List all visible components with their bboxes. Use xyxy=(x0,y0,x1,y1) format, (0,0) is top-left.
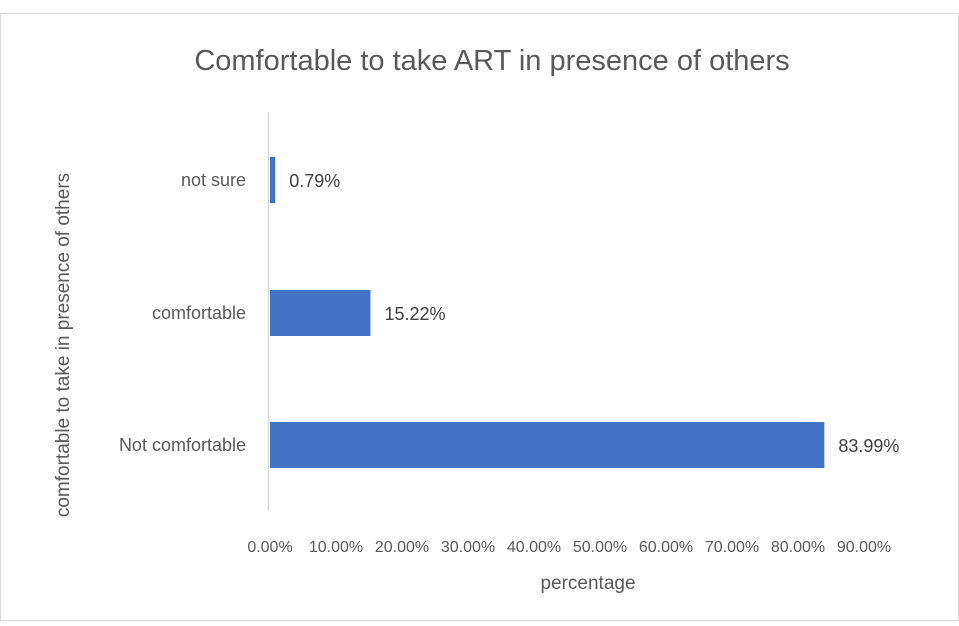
data-label: 0.79% xyxy=(289,171,340,191)
category-label: comfortable xyxy=(152,303,246,323)
x-tick-label: 30.00% xyxy=(441,539,495,556)
x-tick-label: 90.00% xyxy=(837,539,891,556)
y-axis-label: comfortable to take in presence of other… xyxy=(53,173,74,517)
bar xyxy=(270,157,276,203)
category-label: not sure xyxy=(181,170,246,190)
x-axis-label: percentage xyxy=(540,573,635,594)
x-tick-label: 10.00% xyxy=(309,539,363,556)
x-tick-label: 70.00% xyxy=(705,539,759,556)
x-tick-label: 20.00% xyxy=(375,539,429,556)
x-tick-label: 80.00% xyxy=(771,539,825,556)
chart-title: Comfortable to take ART in presence of o… xyxy=(194,45,789,77)
bar xyxy=(270,290,371,336)
bars-layer: not sure 0.79% comfortable 15.22% Not comfor… xyxy=(119,157,899,468)
data-label: 83.99% xyxy=(838,436,899,456)
x-tick-label: 60.00% xyxy=(639,539,693,556)
chart-frame xyxy=(0,13,959,621)
x-tick-label: 40.00% xyxy=(507,539,561,556)
x-tick-label: 50.00% xyxy=(573,539,627,556)
category-label: Not comfortable xyxy=(119,435,246,455)
data-label: 15.22% xyxy=(384,304,445,324)
x-tick-labels: 0.00% 10.00% 20.00% 30.00% 40.00% 50.00% 60.00… xyxy=(247,539,891,556)
bar xyxy=(270,422,825,468)
x-tick-label: 0.00% xyxy=(247,539,292,556)
